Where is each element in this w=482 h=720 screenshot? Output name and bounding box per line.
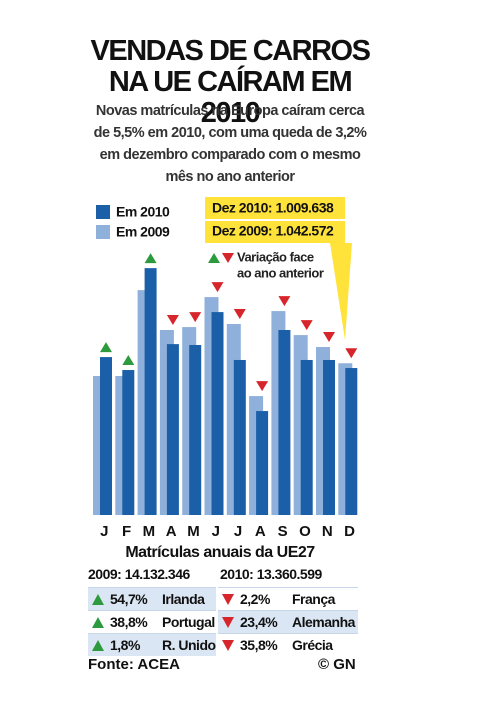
- bar-2010: [345, 368, 358, 515]
- percent: 1,8%: [110, 637, 140, 653]
- chart-subtitle: Novas matrículas na Europa caíram cerca …: [93, 103, 367, 185]
- callout-text: Dez 2009: 1.042.572: [212, 223, 334, 239]
- legend-swatch: [96, 205, 110, 219]
- bar-2010: [189, 344, 202, 515]
- change-arrow: [122, 355, 135, 366]
- x-tick-label: A: [166, 523, 177, 540]
- change-arrow: [256, 381, 269, 392]
- change-arrow: [222, 593, 234, 605]
- bar-2010: [323, 359, 335, 515]
- x-tick-label: D: [344, 523, 355, 540]
- bar-2010: [300, 359, 313, 515]
- change-arrow: [278, 296, 291, 307]
- table-row: 23,4% Alemanha: [218, 610, 358, 633]
- x-tick-label: J: [100, 523, 108, 540]
- legend-label: Em 2010: [116, 204, 170, 220]
- x-tick-label: J: [212, 523, 220, 540]
- annual-total: 2010: 13.360.599: [220, 566, 322, 582]
- falling-table: 2,2% França 23,4% Alemanha 35,8% Grécia: [218, 587, 358, 656]
- change-arrow: [92, 639, 104, 651]
- country: Portugal: [162, 614, 215, 630]
- country: Alemanha: [292, 614, 355, 630]
- chart-title: VENDAS DE CARROS NA UE CAÍRAM EM 2010: [90, 35, 371, 129]
- bar-2010: [278, 329, 291, 515]
- table-row: 2,2% França: [218, 587, 358, 610]
- change-arrow: [222, 616, 234, 628]
- x-tick-label: J: [234, 523, 242, 540]
- percent: 38,8%: [110, 614, 148, 630]
- x-tick-label: S: [278, 523, 288, 540]
- country: Grécia: [292, 637, 333, 653]
- legend-swatch: [96, 225, 110, 239]
- change-arrow: [92, 593, 104, 605]
- change-arrow: [211, 282, 224, 293]
- source: Fonte: ACEA: [88, 656, 180, 673]
- table-row: 54,7% Irlanda: [88, 587, 216, 610]
- bar-2010: [166, 344, 179, 515]
- callout-box: [205, 197, 352, 340]
- x-tick-label: O: [299, 523, 311, 540]
- change-arrow: [323, 332, 335, 343]
- bar-2010: [233, 359, 246, 515]
- country: Irlanda: [162, 591, 205, 607]
- percent: 2,2%: [240, 591, 270, 607]
- country: França: [292, 591, 335, 607]
- x-tick-label: N: [322, 523, 332, 540]
- legend-label: Em 2009: [116, 224, 170, 240]
- bar-2010: [122, 370, 135, 515]
- change-legend-text: ao ano anterior: [237, 265, 324, 280]
- change-arrow: [345, 348, 358, 359]
- percent: 54,7%: [110, 591, 148, 607]
- bar-2010: [256, 411, 269, 515]
- table-row: 35,8% Grécia: [218, 633, 358, 656]
- change-legend-text: Variação face: [237, 249, 314, 264]
- bar-2010: [100, 357, 112, 515]
- change-legend-down: [222, 253, 234, 263]
- change-arrow: [92, 616, 104, 628]
- change-arrow: [300, 320, 313, 331]
- credit: © GN: [318, 656, 356, 673]
- annual-title: Matrículas anuais da UE27: [125, 544, 315, 561]
- change-arrow: [144, 253, 157, 264]
- change-arrow: [100, 342, 112, 353]
- table-row: 38,8% Portugal: [88, 610, 216, 633]
- x-tick-label: M: [143, 523, 155, 540]
- change-arrow: [222, 639, 234, 651]
- country: R. Unido: [162, 637, 216, 653]
- bar-2010: [144, 268, 157, 515]
- bar-2010: [211, 312, 224, 515]
- percent: 23,4%: [240, 614, 278, 630]
- x-tick-label: F: [122, 523, 131, 540]
- percent: 35,8%: [240, 637, 278, 653]
- annual-total: 2009: 14.132.346: [88, 566, 190, 582]
- callout-text: Dez 2010: 1.009.638: [212, 200, 334, 216]
- rising-table: 54,7% Irlanda 38,8% Portugal 1,8% R. Unido: [88, 587, 216, 656]
- change-arrow: [189, 312, 202, 323]
- x-tick-label: A: [255, 523, 266, 540]
- change-arrow: [166, 314, 179, 325]
- table-row: 1,8% R. Unido: [88, 633, 216, 656]
- x-tick-label: M: [187, 523, 199, 540]
- change-legend-up: [208, 253, 220, 263]
- change-arrow: [233, 309, 246, 320]
